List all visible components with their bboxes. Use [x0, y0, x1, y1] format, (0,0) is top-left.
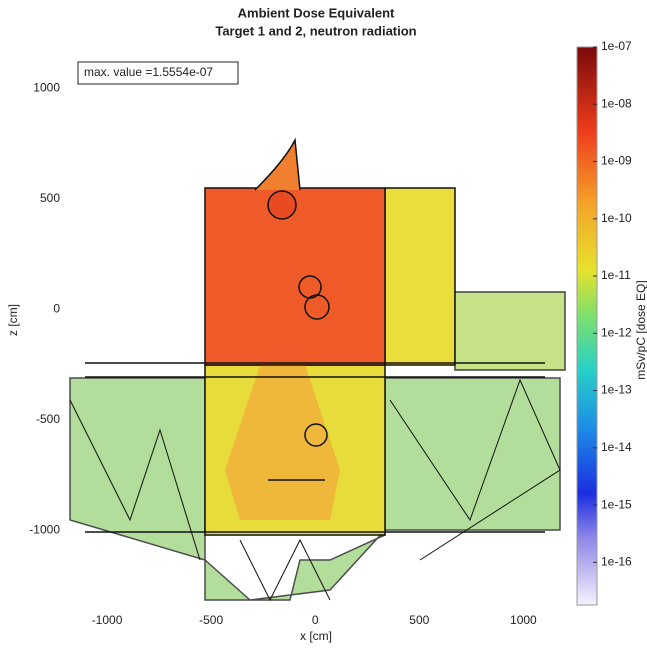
colorbar-tick-label: 1e-07 — [601, 39, 632, 53]
x-tick-label: 0 — [312, 613, 319, 627]
dose-field — [70, 140, 565, 600]
y-axis-label: z [cm] — [6, 304, 20, 336]
chart: Ambient Dose Equivalent Target 1 and 2, … — [0, 0, 647, 649]
colorbar — [577, 47, 597, 605]
colorbar-tick-label: 1e-11 — [601, 268, 631, 282]
colorbar-tick-label: 1e-09 — [601, 154, 632, 168]
x-tick-label: -500 — [199, 613, 223, 627]
y-tick-label: 1000 — [33, 80, 60, 94]
colorbar-tick-label: 1e-10 — [601, 211, 632, 225]
y-tick-label: 500 — [40, 191, 60, 205]
x-tick-label: -1000 — [92, 613, 123, 627]
chart-title: Ambient Dose Equivalent — [238, 5, 395, 20]
y-tick-label: -500 — [36, 412, 60, 426]
colorbar-tick-label: 1e-14 — [601, 440, 632, 454]
annotation: max. value =1.5554e-07 — [84, 65, 213, 79]
colorbar-tick-label: 1e-15 — [601, 497, 632, 511]
colorbar-tick-label: 1e-08 — [601, 96, 632, 110]
y-tick-label: 0 — [53, 301, 60, 315]
x-axis-label: x [cm] — [300, 629, 332, 643]
x-tick-label: 1000 — [510, 613, 537, 627]
colorbar-tick-label: 1e-12 — [601, 325, 632, 339]
colorbar-tick-label: 1e-16 — [601, 555, 632, 569]
colorbar-label: mSv/pC [dose EQ] — [634, 280, 647, 379]
colorbar-tick-label: 1e-13 — [601, 383, 632, 397]
x-tick-label: 500 — [409, 613, 429, 627]
y-tick-label: -1000 — [29, 523, 60, 537]
chart-subtitle: Target 1 and 2, neutron radiation — [215, 23, 416, 38]
